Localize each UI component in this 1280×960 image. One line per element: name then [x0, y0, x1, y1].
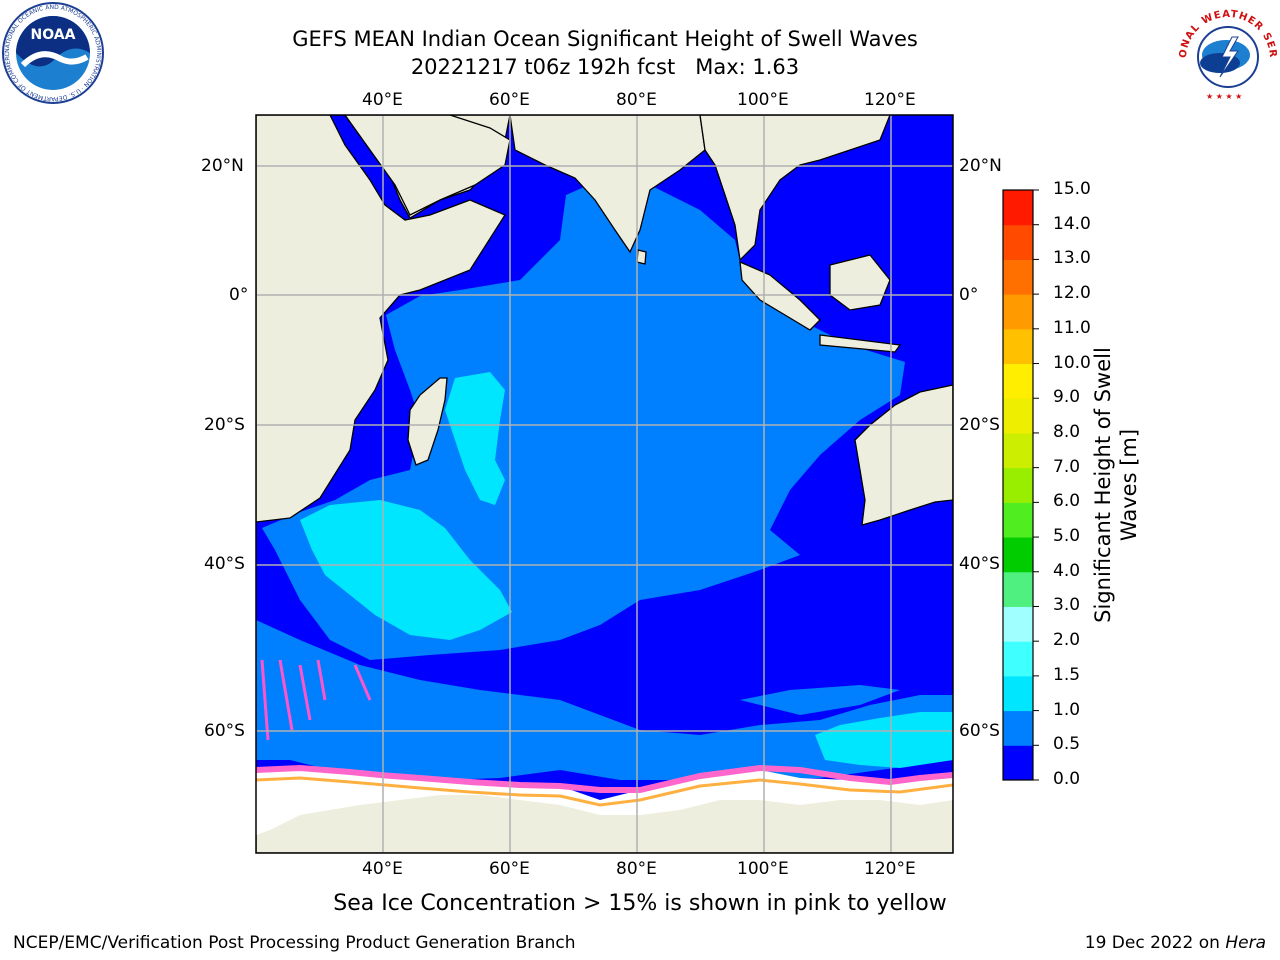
colorbar-tick-label: 8.0	[1053, 421, 1081, 442]
colorbar-tick-label: 14.0	[1053, 213, 1091, 234]
colorbar-title: Significant Height of Swell Waves [m]	[1091, 347, 1141, 623]
host-name: Hera	[1225, 933, 1266, 953]
lat-label-right: 20°N	[959, 156, 1002, 176]
colorbar-tick-label: 2.0	[1053, 630, 1081, 651]
date-stamp: 19 Dec 2022 on Hera	[1085, 933, 1266, 953]
land-australia	[854, 384, 953, 526]
noaa-wordmark: NOAA	[31, 27, 76, 43]
colorbar-tick-label: 12.0	[1053, 283, 1091, 304]
colorbar-segment	[1003, 641, 1033, 677]
colorbar-tick-label: 4.0	[1053, 560, 1081, 581]
nws-logo: NATIONAL WEATHER SERVICE ★ ★ ★ ★	[1176, 1, 1278, 103]
lat-label-right: 0°	[959, 285, 979, 305]
map-frame	[255, 114, 954, 854]
graticule	[256, 115, 953, 853]
ocean-bin-1-region-madagascar	[445, 372, 505, 505]
colorbar-segment	[1003, 606, 1033, 642]
lat-label-left: 60°S	[204, 721, 245, 741]
lon-label-bottom: 40°E	[362, 859, 403, 879]
svg-text:★ ★ ★ ★: ★ ★ ★ ★	[1206, 92, 1242, 101]
colorbar-segment	[1003, 467, 1033, 503]
colorbar-segment	[1003, 432, 1033, 469]
lat-label-left: 0°	[229, 285, 249, 305]
colorbar-tick-label: 7.0	[1053, 456, 1081, 477]
ocean-bin-1-region-south	[815, 712, 953, 768]
lat-label-right: 40°S	[959, 554, 1000, 574]
colorbar-tick-label: 3.0	[1053, 595, 1081, 616]
colorbar-segment	[1003, 571, 1033, 607]
colorbar-segment	[1003, 537, 1033, 573]
colorbar-tick-label: 1.0	[1053, 699, 1081, 720]
colorbar-tick-label: 0.5	[1053, 734, 1081, 755]
colorbar	[1003, 189, 1039, 781]
map-panel	[256, 115, 953, 853]
colorbar-segment	[1003, 398, 1033, 434]
lat-label-left: 20°N	[201, 156, 244, 176]
land-srilanka	[636, 249, 647, 265]
lat-label-right: 20°S	[959, 415, 1000, 435]
colorbar-segment	[1003, 328, 1033, 365]
colorbar-tick-label: 13.0	[1053, 248, 1091, 269]
colorbar-frame	[1002, 189, 1034, 781]
land-se-asia	[699, 115, 891, 262]
lon-label-top: 100°E	[737, 90, 789, 110]
noaa-logo: NATIONAL OCEANIC AND ATMOSPHERIC ADMINIS…	[1, 1, 104, 104]
land-madagascar	[407, 377, 448, 466]
credit-text: NCEP/EMC/Verification Post Processing Pr…	[13, 933, 576, 953]
colorbar-tick-label: 9.0	[1053, 387, 1081, 408]
colorbar-segment	[1003, 502, 1033, 538]
chart-subtitle: 20221217 t06z 192h fcst Max: 1.63	[410, 55, 800, 79]
lon-label-top: 80°E	[616, 90, 657, 110]
sea-ice-caption: Sea Ice Concentration > 15% is shown in …	[333, 891, 947, 916]
lon-label-top: 40°E	[362, 90, 403, 110]
colorbar-tick-label: 15.0	[1053, 179, 1091, 199]
chart-title: GEFS MEAN Indian Ocean Significant Heigh…	[292, 27, 918, 51]
sea-ice-antarctic	[256, 768, 953, 835]
ocean-bin-0-5-south	[256, 620, 953, 780]
colorbar-segment	[1003, 224, 1033, 260]
colorbar-tick-label: 1.5	[1053, 664, 1081, 685]
colorbar-segment	[1003, 294, 1033, 330]
sea-ice-streaks	[260, 659, 372, 741]
lon-label-bottom: 80°E	[616, 859, 657, 879]
lon-label-bottom: 60°E	[489, 859, 530, 879]
colorbar-segment	[1003, 363, 1033, 399]
colorbar-segment	[1003, 710, 1033, 746]
colorbar-tick-label: 11.0	[1053, 317, 1091, 338]
colorbar-tick-label: 10.0	[1053, 352, 1091, 373]
colorbar-segment	[1003, 190, 1033, 226]
lat-label-left: 20°S	[204, 415, 245, 435]
land-java	[819, 334, 902, 353]
land-arabia	[344, 115, 511, 216]
ocean-bin-1-region-west	[300, 500, 512, 640]
land-sumatra	[739, 260, 821, 331]
lon-label-top: 120°E	[864, 90, 916, 110]
colorbar-tick-label: 0.0	[1053, 769, 1081, 789]
lon-label-top: 60°E	[489, 90, 530, 110]
ocean-bin-0-5-tongue	[740, 685, 900, 715]
lon-label-bottom: 120°E	[864, 859, 916, 879]
sea-ice-edge	[256, 764, 953, 793]
colorbar-tick-label: 5.0	[1053, 526, 1081, 547]
lon-label-bottom: 100°E	[737, 859, 789, 879]
colorbar-tick-label: 6.0	[1053, 491, 1081, 512]
lat-label-left: 40°S	[204, 554, 245, 574]
colorbar-segment	[1003, 675, 1033, 712]
sea-ice-edge-orange	[256, 776, 953, 807]
colorbar-segment	[1003, 745, 1033, 781]
colorbar-segment	[1003, 259, 1033, 295]
lat-label-right: 60°S	[959, 721, 1000, 741]
date-text: 19 Dec 2022 on	[1084, 933, 1226, 953]
